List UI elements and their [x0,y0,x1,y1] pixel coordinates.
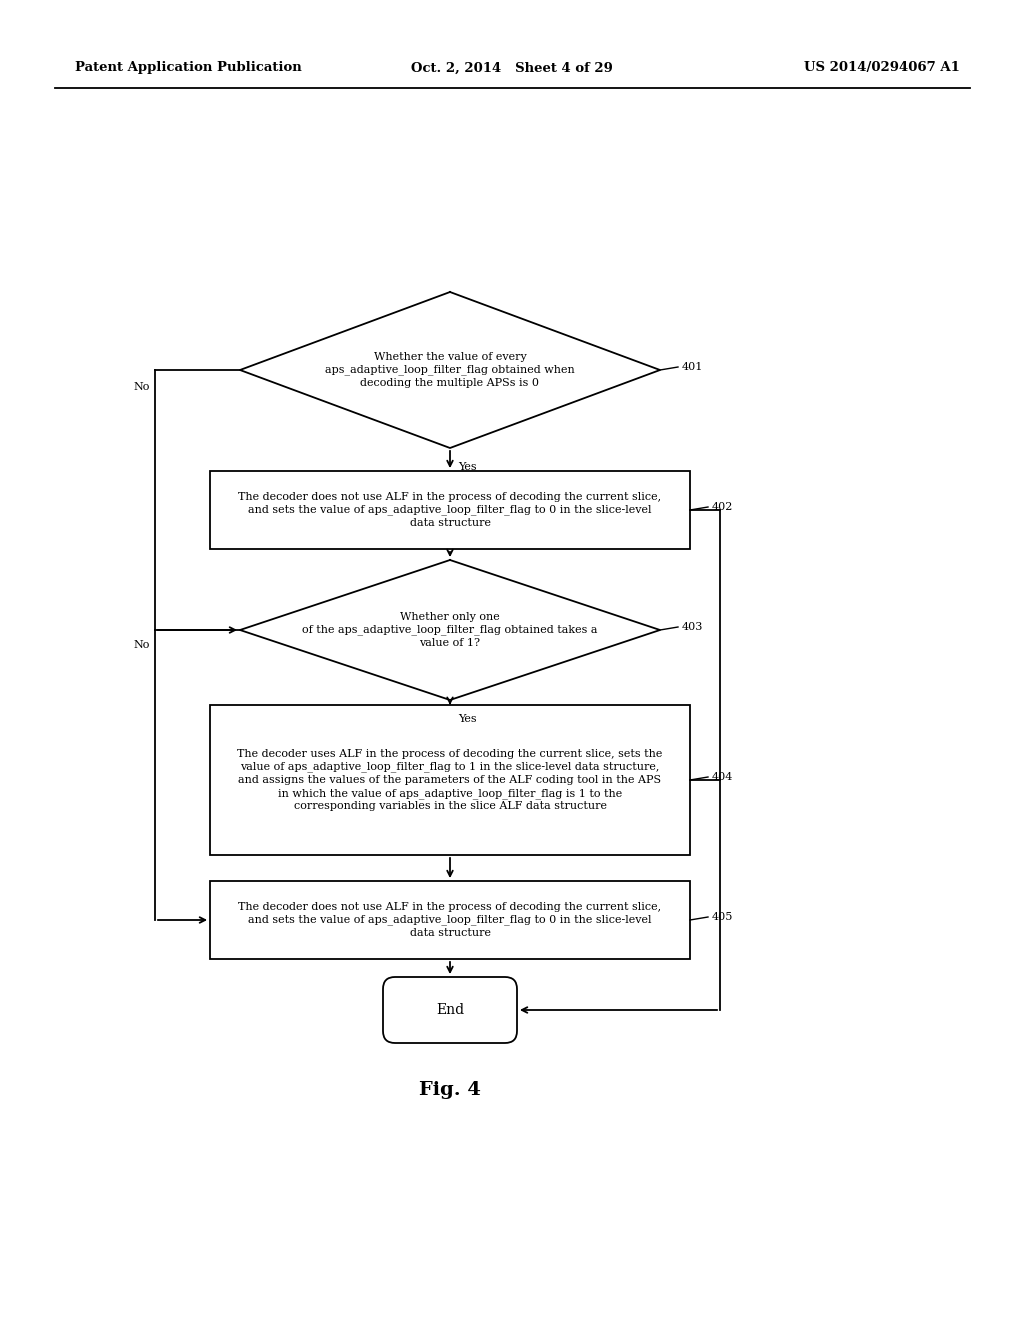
Text: The decoder does not use ALF in the process of decoding the current slice,
and s: The decoder does not use ALF in the proc… [239,492,662,528]
FancyBboxPatch shape [383,977,517,1043]
Text: The decoder does not use ALF in the process of decoding the current slice,
and s: The decoder does not use ALF in the proc… [239,902,662,939]
Text: Whether only one
of the aps_adaptive_loop_filter_flag obtained takes a
value of : Whether only one of the aps_adaptive_loo… [302,612,598,648]
Text: No: No [133,381,150,392]
Text: Whether the value of every
aps_adaptive_loop_filter_flag obtained when
decoding : Whether the value of every aps_adaptive_… [326,352,574,388]
Text: End: End [436,1003,464,1016]
Text: Patent Application Publication: Patent Application Publication [75,62,302,74]
Text: 404: 404 [712,772,733,781]
FancyBboxPatch shape [210,880,690,960]
FancyBboxPatch shape [210,705,690,855]
Text: US 2014/0294067 A1: US 2014/0294067 A1 [804,62,961,74]
Text: Fig. 4: Fig. 4 [419,1081,481,1100]
Text: 403: 403 [682,622,703,632]
Text: Yes: Yes [458,714,476,723]
FancyBboxPatch shape [210,471,690,549]
Text: The decoder uses ALF in the process of decoding the current slice, sets the
valu: The decoder uses ALF in the process of d… [238,748,663,812]
Text: Oct. 2, 2014   Sheet 4 of 29: Oct. 2, 2014 Sheet 4 of 29 [411,62,613,74]
Text: No: No [133,640,150,649]
Text: 405: 405 [712,912,733,921]
Text: Yes: Yes [458,462,476,473]
Text: 402: 402 [712,502,733,512]
Text: 401: 401 [682,362,703,372]
